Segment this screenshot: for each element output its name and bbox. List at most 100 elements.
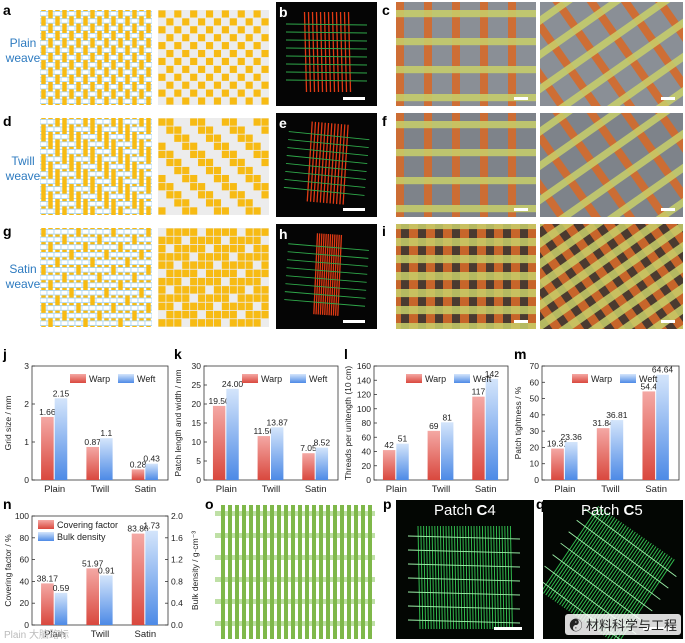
grid-warp — [228, 505, 232, 639]
legend-swatch — [118, 374, 134, 383]
plain-fabric-photo — [276, 2, 377, 106]
panel-label-o: o — [205, 496, 214, 512]
panel-label-p: p — [383, 496, 392, 512]
y-tick-label: 140 — [357, 375, 371, 385]
bar-warp — [41, 416, 54, 480]
bar-warp — [551, 448, 564, 480]
legend-swatch — [406, 374, 422, 383]
bar-warp — [302, 453, 315, 480]
legend-label: Covering factor — [57, 520, 118, 530]
x-tick-label: Satin — [475, 484, 497, 495]
y-tick-label: 0 — [196, 475, 201, 485]
y-tick-label: 1 — [24, 437, 29, 447]
data-label: 0.91 — [98, 565, 115, 575]
y-tick-label: 20 — [192, 399, 202, 409]
y-tick-label: 0 — [534, 475, 539, 485]
legend-swatch — [454, 374, 470, 383]
bar-warp — [382, 450, 396, 480]
legend-swatch — [572, 374, 588, 383]
patch-c4-label: Patch C4 — [434, 502, 496, 519]
data-label: 142 — [485, 369, 499, 379]
bar-weft — [226, 388, 239, 480]
y-tick-label: 25 — [192, 380, 202, 390]
y-axis-label: Threads per unitength (10 cm) — [343, 366, 353, 481]
bar-covering-factor — [131, 533, 145, 625]
y2-tick-label: 1.2 — [171, 555, 183, 565]
twill-micrograph-straight — [396, 113, 536, 217]
y-axis-label: Grid size / mm — [3, 396, 13, 451]
patch-grid-diagram — [215, 505, 375, 639]
grid-warp — [221, 505, 225, 639]
panel-label-c: c — [382, 2, 390, 18]
legend-label: Warp — [261, 374, 282, 384]
grid-warp — [354, 505, 358, 639]
grid-warp — [361, 505, 365, 639]
data-label: 0.59 — [53, 583, 70, 593]
data-label: 51 — [398, 434, 408, 444]
satin-fabric-photo — [276, 224, 377, 329]
bar-warp — [131, 469, 145, 480]
legend-label: Warp — [591, 374, 612, 384]
grid-warp — [277, 505, 281, 639]
y-tick-label: 20 — [20, 598, 30, 608]
data-label: 69 — [429, 421, 439, 431]
panel-label-k: k — [174, 346, 182, 362]
bar-warp — [642, 391, 656, 480]
patch-c5-photo: Patch C5 — [543, 500, 683, 639]
x-tick-label: Satin — [135, 484, 157, 495]
y-tick-label: 100 — [15, 511, 29, 521]
legend-swatch — [620, 374, 636, 383]
data-label: 36.81 — [606, 410, 628, 420]
panel-label-n: n — [3, 496, 12, 512]
y-tick-label: 30 — [192, 361, 202, 371]
y-tick-label: 60 — [530, 377, 540, 387]
data-label: 13.87 — [267, 417, 289, 427]
y-tick-label: 50 — [530, 394, 540, 404]
bar-bulk-density — [54, 592, 68, 625]
panel-label-f: f — [382, 113, 387, 129]
legend-label: Weft — [473, 374, 492, 384]
credit-overlay: Plain 大脑路标 — [4, 630, 70, 641]
weave-name-satin: Satin weave — [0, 262, 46, 292]
bar-warp — [596, 428, 610, 480]
grid-warp — [312, 505, 316, 639]
y2-tick-label: 0.0 — [171, 620, 183, 630]
y-tick-label: 10 — [530, 459, 540, 469]
legend-label: Weft — [639, 374, 658, 384]
grid-warp — [340, 505, 344, 639]
twill-weave-pattern — [158, 118, 269, 215]
bar-weft — [656, 374, 669, 480]
y-tick-label: 0 — [24, 475, 29, 485]
bar-warp — [257, 436, 270, 480]
y-tick-label: 100 — [357, 404, 371, 414]
watermark: ☯ 材料科学与工程 — [565, 614, 681, 635]
weave-name-plain: Plain weave — [0, 36, 46, 66]
plain-weave-diagram — [40, 10, 152, 105]
y2-tick-label: 2.0 — [171, 511, 183, 521]
bar-weft — [54, 398, 68, 480]
grid-warp — [368, 505, 372, 639]
y-axis-label: Patch length and width / mm — [173, 369, 183, 476]
chart-grid-size: 0 1 2 3 Grid size / mm Plain 1.66 2.15 Twill 0.87… — [3, 361, 169, 495]
x-tick-label: Twill — [601, 484, 619, 495]
panel-label-a: a — [3, 2, 11, 18]
grid-warp — [242, 505, 246, 639]
data-label: 117 — [472, 387, 486, 397]
panel-label-i: i — [382, 223, 386, 239]
panel-label-b: b — [279, 4, 288, 20]
y-tick-label: 20 — [362, 461, 372, 471]
y-tick-label: 5 — [196, 456, 201, 466]
y-tick-label: 15 — [192, 418, 202, 428]
data-label: 0.87 — [84, 437, 101, 447]
x-tick-label: Twill — [91, 629, 109, 640]
grid-warp — [284, 505, 288, 639]
chart-patch-tightness: 0 10 20 30 40 50 60 70 Patch tightness / % Plain 1… — [513, 361, 680, 495]
data-label: 38.17 — [37, 573, 59, 583]
wechat-icon: ☯ — [569, 618, 586, 633]
y2-axis-label: Bulk density / g·cm⁻³ — [190, 531, 200, 610]
y-tick-label: 40 — [20, 576, 30, 586]
weave-name-line2: weave — [5, 169, 41, 183]
data-label: 1.73 — [143, 521, 160, 531]
data-label: 64.64 — [652, 365, 674, 375]
bar-weft — [145, 463, 158, 480]
